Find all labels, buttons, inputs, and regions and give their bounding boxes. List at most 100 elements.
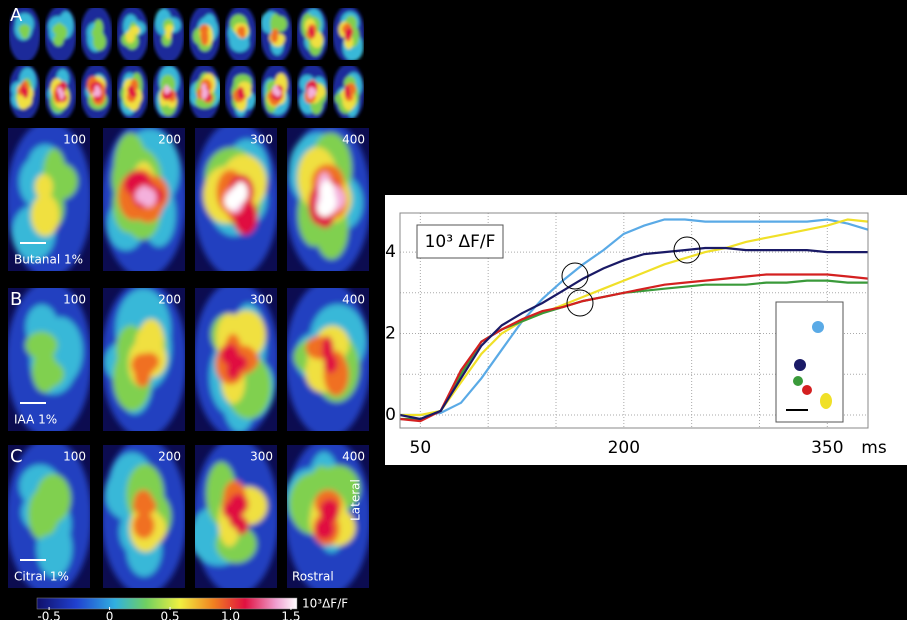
colorbar-tick-label: 0: [106, 610, 114, 620]
panel-content: [297, 8, 328, 60]
time-label: 400: [342, 133, 365, 147]
heatmap-panel: [45, 8, 76, 60]
panel-label: A: [10, 5, 23, 26]
inset-dot: [793, 376, 803, 386]
line-chart: 0 2 4 50 200 350 ms 10³ ΔF/F: [385, 212, 887, 458]
time-label: 100: [63, 133, 86, 147]
panel-content: [9, 8, 40, 60]
heatmap-panel: [261, 66, 292, 118]
odor-label: IAA 1%: [14, 413, 57, 427]
panel-content: [9, 66, 40, 118]
panel-content: [153, 66, 184, 118]
panel-content: [225, 66, 256, 118]
inset-dot: [812, 321, 824, 333]
panel-content: [81, 8, 112, 60]
blob: [129, 25, 140, 35]
panel-content: [189, 66, 220, 118]
heatmap-panel: [103, 128, 185, 271]
heatmap-panel: [297, 8, 328, 60]
x-tick-label: 50: [410, 438, 432, 458]
heatmap-panel: [297, 66, 328, 118]
blob: [57, 87, 62, 93]
blob: [319, 499, 340, 523]
blob: [52, 24, 63, 35]
panel-content: [195, 128, 277, 271]
inset-dot: [802, 385, 812, 395]
panel-content: [195, 288, 277, 431]
colorbar-tick-label: 0.5: [160, 610, 179, 620]
blob: [222, 501, 244, 520]
blob: [344, 84, 350, 96]
colorbar-tick-label: -0.5: [37, 610, 60, 620]
blob: [307, 89, 314, 99]
blob: [314, 518, 335, 540]
y-tick-label: 4: [385, 242, 396, 262]
panel-content: [117, 66, 148, 118]
panel-content: [225, 8, 256, 60]
panel-content: [103, 288, 185, 431]
plot-frame: [399, 212, 869, 429]
heatmap-panel: [189, 8, 220, 60]
time-label: 200: [158, 293, 181, 307]
time-label: 300: [250, 133, 273, 147]
blob: [30, 194, 60, 237]
x-tick-label: 350: [811, 438, 843, 458]
blob: [200, 33, 209, 46]
annotation-circle: [561, 262, 589, 290]
panel-content: [261, 66, 292, 118]
image-panels: A 100 200 300 400 Butanal 1% B 100 200 300 400 IAA …: [8, 5, 369, 588]
blob: [345, 33, 351, 42]
heatmap-panel: [8, 128, 90, 271]
heatmap-panel: [117, 8, 148, 60]
heatmap-panel: [333, 66, 364, 118]
blob: [135, 188, 147, 204]
heatmap-panel: [153, 8, 184, 60]
blob: [164, 84, 169, 95]
heatmap-panel: [8, 288, 90, 431]
inset-dot: [820, 393, 832, 409]
colorbar: [36, 597, 298, 610]
blob: [28, 490, 51, 539]
heatmap-panel: [225, 8, 256, 60]
blob: [238, 86, 243, 95]
lateral-label: Lateral: [349, 479, 363, 521]
panel-content: [287, 288, 369, 431]
panel-label: B: [10, 289, 22, 310]
x-unit: ms: [861, 438, 887, 458]
blob: [199, 24, 209, 35]
blob: [323, 354, 338, 374]
blob: [273, 85, 279, 91]
time-label: 200: [158, 450, 181, 464]
panel-content: [8, 288, 90, 431]
blob: [220, 344, 239, 366]
blob: [307, 26, 314, 35]
blob: [273, 16, 288, 32]
blob: [34, 174, 53, 200]
blob: [130, 91, 138, 98]
annotation-circle: [673, 236, 701, 264]
data-line: [399, 246, 868, 421]
time-label: 400: [342, 450, 365, 464]
heatmap-panel: [333, 8, 364, 60]
time-label: 200: [158, 133, 181, 147]
panel-label: C: [10, 446, 23, 467]
heatmap-panel: [195, 128, 277, 271]
panel-content: [8, 128, 90, 271]
heatmap-panel: [81, 8, 112, 60]
y-tick-label: 0: [385, 405, 396, 425]
panel-content: [287, 445, 369, 588]
panel-content: [81, 66, 112, 118]
rostral-label: Rostral: [292, 570, 334, 584]
panel-content: [297, 66, 328, 118]
data-line: [400, 218, 869, 417]
blob: [235, 516, 249, 535]
heatmap-panel: [103, 445, 185, 588]
blob: [319, 180, 335, 204]
blob: [133, 512, 155, 539]
heatmap-panel: [287, 128, 369, 271]
blob: [237, 26, 244, 37]
heatmap-panel: [261, 8, 292, 60]
heatmap-panel: [287, 445, 369, 588]
panel-content: [103, 445, 185, 588]
